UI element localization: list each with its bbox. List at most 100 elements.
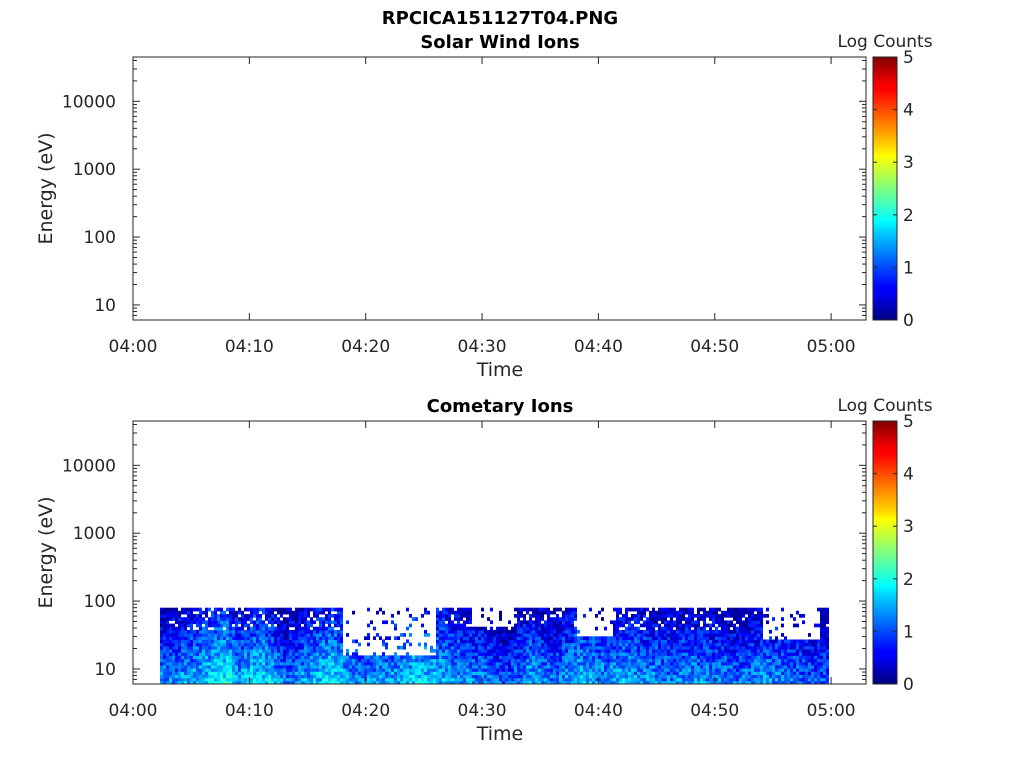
heatmap-cell	[283, 649, 286, 653]
heatmap-cell	[181, 633, 184, 637]
heatmap-cell	[412, 658, 415, 663]
heatmap-cell	[211, 610, 214, 615]
heatmap-cell	[649, 652, 652, 656]
heatmap-cell	[712, 658, 715, 663]
heatmap-cell	[496, 652, 499, 656]
heatmap-cell	[652, 617, 655, 621]
heatmap-cell	[190, 614, 193, 618]
heatmap-cell	[436, 633, 439, 637]
heatmap-cell	[700, 642, 703, 647]
heatmap-cell	[721, 680, 724, 685]
heatmap-cell	[595, 661, 598, 666]
heatmap-cell	[220, 617, 223, 621]
heatmap-cell	[556, 649, 559, 653]
heatmap-cell	[700, 649, 703, 653]
heatmap-cell	[424, 668, 427, 672]
heatmap-cell	[187, 664, 190, 669]
heatmap-cell	[433, 661, 436, 666]
heatmap-cell	[574, 636, 577, 640]
heatmap-cell	[466, 614, 469, 618]
heatmap-cell	[178, 668, 181, 672]
heatmap-cell	[223, 645, 226, 650]
heatmap-cell	[754, 636, 757, 640]
heatmap-cell	[340, 617, 343, 621]
heatmap-cell	[253, 633, 256, 637]
heatmap-cell	[196, 607, 199, 612]
heatmap-cell	[190, 642, 193, 647]
heatmap-cell	[412, 674, 415, 679]
heatmap-cell	[475, 633, 478, 637]
heatmap-cell	[556, 626, 559, 631]
heatmap-cell	[748, 661, 751, 666]
heatmap-cell	[289, 629, 292, 634]
heatmap-cell	[238, 626, 241, 631]
y-tick-label: 100	[84, 228, 116, 248]
heatmap-cell	[784, 652, 787, 656]
heatmap-cell	[727, 623, 730, 628]
heatmap-cell	[214, 649, 217, 653]
heatmap-cell	[526, 620, 529, 625]
heatmap-cell	[667, 636, 670, 640]
heatmap-cell	[586, 639, 589, 644]
heatmap-cell	[256, 639, 259, 644]
heatmap-cell	[622, 674, 625, 679]
heatmap-cell	[793, 655, 796, 660]
heatmap-cell	[259, 614, 262, 618]
heatmap-cell	[655, 677, 658, 682]
heatmap-cell	[742, 623, 745, 628]
heatmap-cell	[598, 661, 601, 666]
heatmap-cell	[433, 674, 436, 679]
heatmap-cell	[166, 620, 169, 625]
heatmap-cell	[724, 623, 727, 628]
heatmap-cell	[454, 664, 457, 669]
heatmap-cell	[319, 636, 322, 640]
heatmap-cell	[739, 617, 742, 621]
heatmap-cell	[622, 661, 625, 666]
heatmap-cell	[337, 639, 340, 644]
heatmap-cell	[409, 614, 412, 618]
colorbar-gradient	[872, 420, 898, 685]
heatmap-cell	[334, 649, 337, 653]
heatmap-cell	[730, 614, 733, 618]
heatmap-cell	[418, 677, 421, 682]
heatmap-cell	[706, 629, 709, 634]
heatmap-cell	[811, 664, 814, 669]
heatmap-cell	[382, 658, 385, 663]
heatmap-cell	[253, 649, 256, 653]
heatmap-cell	[493, 639, 496, 644]
heatmap-cell	[703, 668, 706, 672]
heatmap-cell	[166, 636, 169, 640]
heatmap-cell	[772, 649, 775, 653]
heatmap-cell	[550, 639, 553, 644]
figure-title: RPCICA151127T04.PNG	[382, 8, 618, 29]
heatmap-cell	[679, 629, 682, 634]
heatmap-cell	[502, 655, 505, 660]
heatmap-cell	[736, 658, 739, 663]
heatmap-cell	[202, 661, 205, 666]
heatmap-cell	[307, 636, 310, 640]
heatmap-cell	[268, 617, 271, 621]
heatmap-cell	[745, 668, 748, 672]
heatmap-cell	[454, 652, 457, 656]
heatmap-cell	[823, 610, 826, 615]
heatmap-cell	[667, 680, 670, 685]
heatmap-cell	[472, 664, 475, 669]
heatmap-cell	[304, 658, 307, 663]
heatmap-cell	[475, 645, 478, 650]
heatmap-cell	[301, 652, 304, 656]
x-tick-label: 04:30	[458, 701, 507, 721]
heatmap-cell	[442, 671, 445, 675]
heatmap-cell	[682, 661, 685, 666]
heatmap-cell	[796, 642, 799, 647]
heatmap-cell	[220, 674, 223, 679]
heatmap-cell	[628, 674, 631, 679]
heatmap-cell	[559, 645, 562, 650]
heatmap-cell	[703, 607, 706, 612]
heatmap-cell	[259, 652, 262, 656]
heatmap-cell	[463, 680, 466, 685]
heatmap-cell	[652, 642, 655, 647]
heatmap-cell	[649, 664, 652, 669]
heatmap-cell	[379, 607, 382, 612]
heatmap-cell	[547, 664, 550, 669]
heatmap-cell	[328, 664, 331, 669]
